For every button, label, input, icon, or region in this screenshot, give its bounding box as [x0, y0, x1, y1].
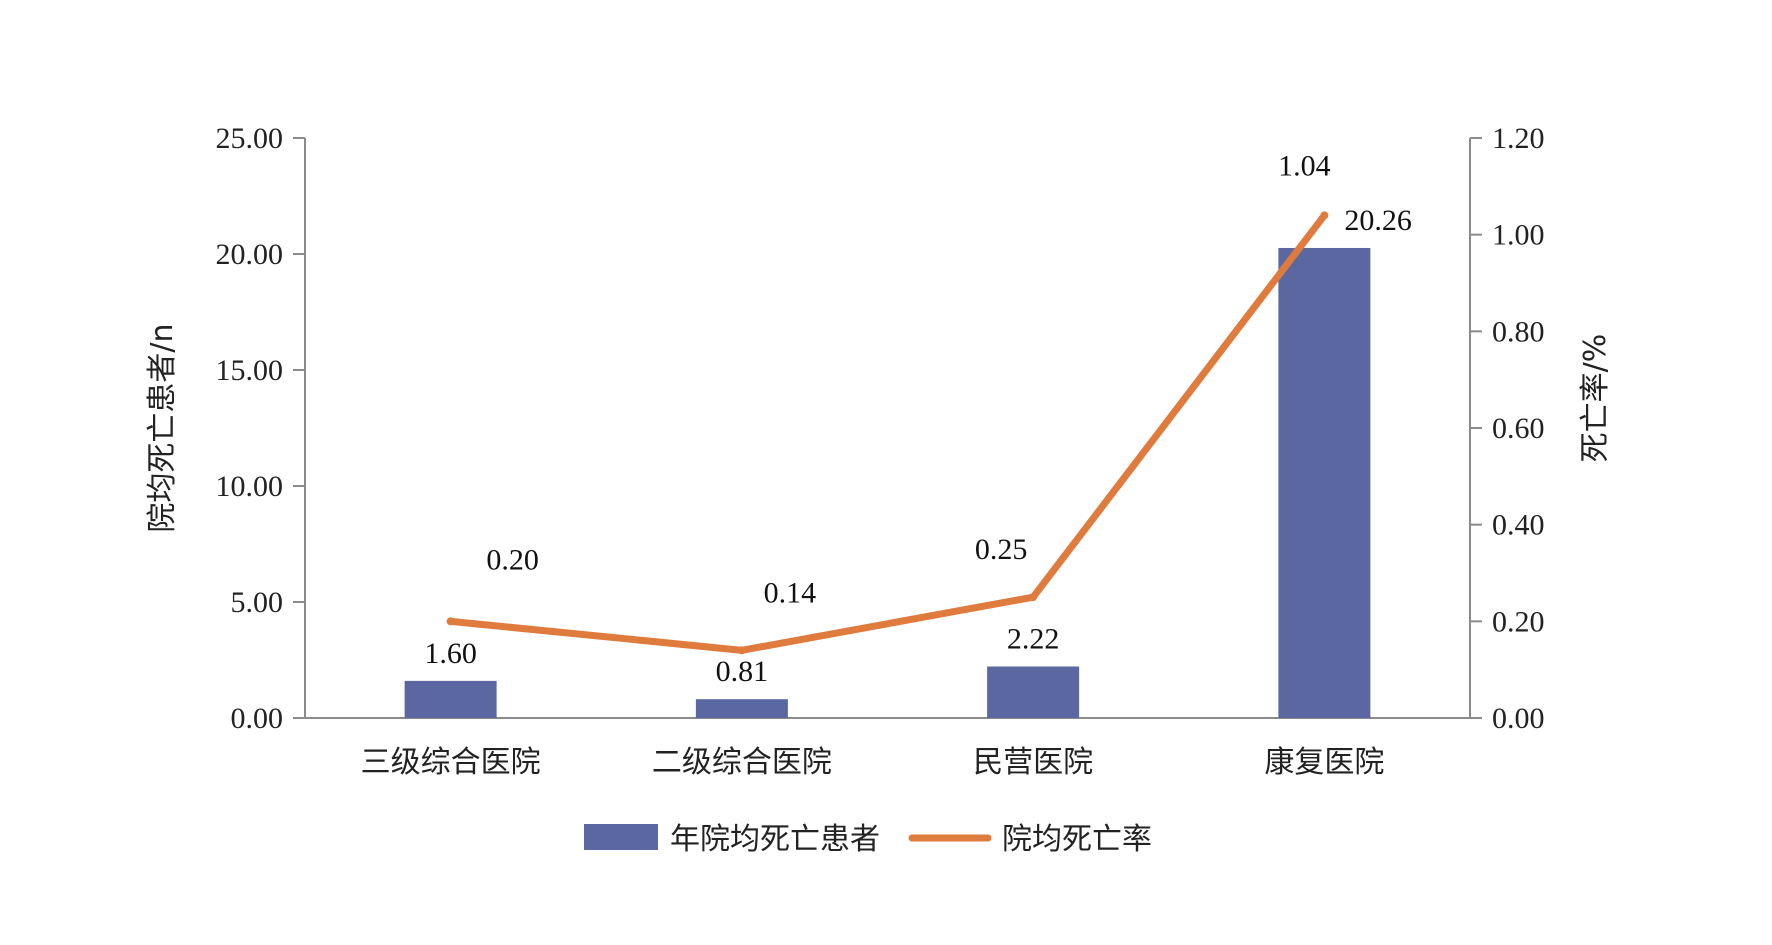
bar [404, 680, 497, 718]
y-right-axis-title: 死亡率/% [1578, 334, 1613, 463]
x-category-label: 二级综合医院 [652, 745, 832, 780]
x-category-label: 三级综合医院 [361, 745, 541, 780]
y-right-tick-label: 1.20 [1492, 122, 1545, 155]
bar [695, 699, 788, 718]
legend-bar-label: 年院均死亡患者 [670, 822, 880, 857]
line-series-group [446, 211, 1329, 655]
legend-line-label: 院均死亡率 [1002, 822, 1152, 857]
y-right-tick-label: 0.00 [1492, 702, 1545, 735]
rate-point [1320, 211, 1329, 220]
bar [987, 666, 1080, 718]
bar-data-label: 0.81 [716, 655, 769, 688]
line-data-label: 0.14 [764, 576, 817, 609]
y-left-tick-label: 5.00 [231, 586, 284, 619]
rate-point [1029, 593, 1038, 602]
y-right-tick-label: 0.60 [1492, 412, 1545, 445]
y-left-axis-title: 院均死亡患者/n [145, 323, 180, 532]
y-left-tick-label: 0.00 [231, 702, 284, 735]
rate-line [447, 211, 1328, 654]
y-left-tick-label: 15.00 [216, 354, 284, 387]
y-right-tick-label: 0.20 [1492, 605, 1545, 638]
line-data-label: 0.20 [486, 543, 539, 576]
y-left-tick-label: 10.00 [216, 470, 284, 503]
bar-data-label: 2.22 [1007, 622, 1060, 655]
legend-bar-swatch [584, 824, 658, 850]
rate-point [446, 617, 455, 626]
bar-data-label: 1.60 [424, 637, 477, 670]
line-data-label: 0.25 [975, 533, 1028, 566]
y-left-tick-label: 20.00 [216, 238, 284, 271]
x-category-label: 民营医院 [973, 745, 1093, 780]
bar [1278, 247, 1371, 718]
bar-data-label: 20.26 [1344, 204, 1412, 237]
y-right-tick-label: 0.80 [1492, 315, 1545, 348]
line-data-label: 1.04 [1278, 149, 1331, 182]
rate-point [737, 646, 746, 655]
axes-group: 0.00 5.00 10.00 15.00 20.00 25.00 0.00 0.20 0.40… [145, 122, 1613, 780]
legend: 年院均死亡患者 院均死亡率 [584, 822, 1152, 857]
y-right-tick-label: 1.00 [1492, 219, 1545, 252]
y-left-tick-label: 25.00 [216, 122, 284, 155]
bar-series-group [404, 247, 1371, 718]
data-labels-group: 1.60 0.81 2.22 20.26 0.20 0.14 0.25 1.04 [424, 149, 1412, 688]
x-category-label: 康复医院 [1264, 745, 1384, 780]
y-right-tick-label: 0.40 [1492, 509, 1545, 542]
